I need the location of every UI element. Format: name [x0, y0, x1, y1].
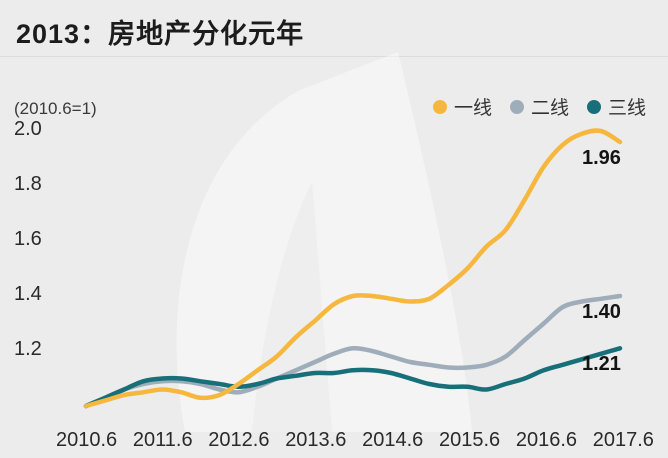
x-axis: 2010.6 2011.6 2012.6 2013.6 2014.6 2015.…	[56, 429, 654, 452]
legend-label-tier1: 一线	[453, 98, 492, 119]
legend-item-tier3: 三线	[586, 93, 646, 120]
y-axis-tick: 1.8	[14, 173, 42, 195]
tier2-dot-icon	[509, 99, 524, 114]
y-axis-tick: 1.4	[14, 283, 42, 305]
tier3-dot-icon	[586, 99, 601, 114]
legend-item-tier1: 一线	[432, 93, 492, 120]
x-axis-tick: 2014.6	[362, 429, 424, 451]
x-axis-tick: 2013.6	[285, 429, 347, 451]
y-axis-tick: 2.0	[14, 118, 42, 140]
x-axis-tick: 2010.6	[56, 429, 118, 451]
x-axis-tick: 2017.6	[592, 429, 654, 451]
series-end-label-tier3: 1.21	[582, 353, 621, 376]
legend-label-tier3: 三线	[607, 98, 646, 119]
series-line-一线	[83, 128, 623, 409]
series-line-三线	[83, 346, 623, 409]
tier1-dot-icon	[432, 99, 447, 114]
chart-header: 2013：房地产分化元年	[0, 0, 668, 57]
legend-item-tier2: 二线	[509, 93, 569, 120]
axis-unit-note: (2010.6=1)	[14, 99, 97, 118]
y-axis-tick: 1.6	[14, 228, 42, 250]
x-axis-tick: 2012.6	[208, 429, 270, 451]
series-line-二线	[83, 293, 623, 409]
chart-title: 2013：房地产分化元年	[16, 19, 305, 49]
series-end-label-tier1: 1.96	[582, 147, 621, 169]
chart-legend: 一线 二线 三线	[432, 93, 646, 120]
legend-label-tier2: 二线	[530, 98, 569, 119]
y-axis-tick: 1.2	[14, 338, 42, 360]
x-axis-tick: 2016.6	[515, 429, 578, 451]
x-axis-tick: 2015.6	[438, 429, 501, 451]
series-end-label-tier2: 1.40	[582, 301, 621, 323]
x-axis-tick: 2011.6	[132, 429, 193, 451]
